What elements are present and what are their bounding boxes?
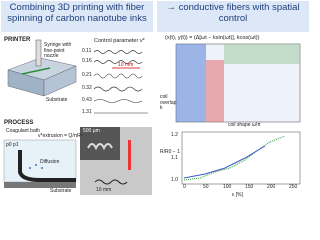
coagulant-bath xyxy=(3,139,77,183)
left-title: Combining 3D printing with fiber spinnin… xyxy=(7,2,147,24)
equation: v*extrusion = Q/πR² xyxy=(38,133,83,139)
tick-label: 50 xyxy=(203,184,209,190)
axis-label: coil shape ω/π xyxy=(228,122,261,128)
equation: (x(t), y(t)) = (Δ[ωt − ksin(ωt)], kcos(ω… xyxy=(165,35,260,41)
section-label: PRINTER xyxy=(4,37,31,43)
axis-label: R/R0 − 1 xyxy=(160,149,180,155)
annotation: Substrate xyxy=(46,97,68,103)
tick-label: 100 xyxy=(223,184,232,190)
graphical-abstract: Combining 3D printing with fiber spinnin… xyxy=(1,1,309,198)
row-label: 0.43 xyxy=(82,97,92,103)
right-title: → conductive fibers with spatial control xyxy=(166,2,300,24)
fiber-rows xyxy=(93,50,148,114)
tick-label: 250 xyxy=(289,184,298,190)
substrate xyxy=(4,182,76,188)
axis-label: coil overlap k xyxy=(160,94,177,111)
annotation: Diffusion xyxy=(40,159,60,165)
phase-region xyxy=(176,44,206,122)
syringe xyxy=(35,39,42,67)
extruded-fiber xyxy=(18,150,76,182)
tick-label: 1.1 xyxy=(171,155,178,161)
annotation: p0 p1 xyxy=(6,142,19,148)
sem-coils xyxy=(87,143,113,151)
phase-region xyxy=(206,60,224,122)
printed-fiber xyxy=(21,67,51,75)
axis-label: ε [%] xyxy=(232,192,243,198)
panel-title: Control parameter v* xyxy=(94,38,145,44)
nozzle xyxy=(128,140,131,170)
left-header-box xyxy=(1,1,153,32)
row-label: 1.31 xyxy=(82,109,92,115)
printer-front xyxy=(43,65,77,97)
artwork xyxy=(1,1,309,195)
phase-region xyxy=(224,44,300,64)
row-label: 0.32 xyxy=(82,85,92,91)
scale-label: 10 mm xyxy=(96,187,112,193)
section-label: PROCESS xyxy=(4,120,34,126)
tick-label: 200 xyxy=(267,184,276,190)
tick-label: 0 xyxy=(183,184,186,190)
annotation: Syringe with fine-point nozzle xyxy=(44,42,72,59)
row-label: 0.11 xyxy=(82,48,92,54)
scale-label: 500 µm xyxy=(83,128,100,134)
row-label: 0.21 xyxy=(82,72,92,78)
plot-frame xyxy=(181,131,301,185)
row-label: 0.16 xyxy=(82,58,92,64)
plot-curve xyxy=(183,145,266,179)
annotation: Coagulant bath xyxy=(6,128,40,134)
right-header-box xyxy=(157,1,309,32)
annotation: Substrate xyxy=(50,188,72,194)
plot-curve xyxy=(183,135,286,181)
scale-label: 10 mm xyxy=(118,62,134,68)
tick-label: 150 xyxy=(245,184,254,190)
tick-label: 1.0 xyxy=(171,177,178,183)
diffusion-arrows xyxy=(29,164,43,169)
tick-label: 1.2 xyxy=(171,132,178,138)
photo-fiber xyxy=(94,179,128,185)
